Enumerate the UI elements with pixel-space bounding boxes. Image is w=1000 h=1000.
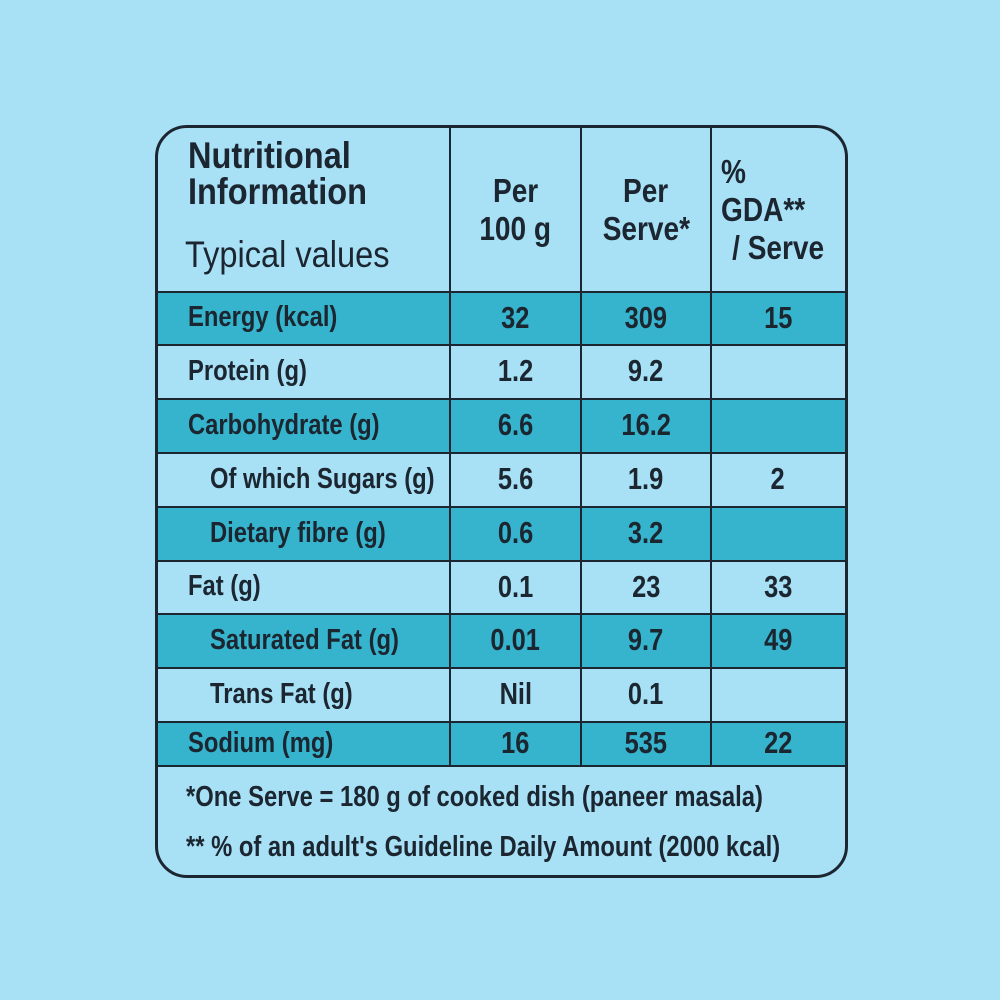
cell-value: 9.7 [581,613,711,667]
cell-text: Nil [499,676,532,711]
cell-text: 6.6 [497,407,534,442]
cell-text: 9.7 [628,622,664,657]
cell-text: 16.2 [621,407,671,442]
cell-value: 3.2 [581,506,711,560]
cell-text: 309 [624,299,668,335]
table-row [158,291,845,344]
table-row [158,344,845,398]
cell-text: 23 [631,568,661,604]
table-row [158,613,845,667]
cell-text: 9.2 [628,353,664,388]
cell-value: 23 [581,560,711,613]
column-divider [580,128,582,765]
cell-value: 6.6 [450,398,581,452]
cell-value: 15 [711,291,845,344]
column-header: % GDA** / Serve [711,128,845,291]
title-line: Information [188,171,368,212]
cell-value: 32 [450,291,581,344]
cell-value: 16 [450,721,581,765]
column-divider [449,128,451,765]
cell-text: 1.9 [628,461,664,496]
cell-text: 0.6 [497,515,534,550]
footnote: *One Serve = 180 g of cooked dish (panee… [186,781,763,813]
cell-value: 0.01 [450,613,581,667]
cell-value: 49 [711,613,845,667]
column-header-line: / Serve [731,228,825,266]
cell-text: Carbohydrate (g) [188,408,380,441]
row-label: Sodium (mg) [158,721,450,765]
nutrition-panel: Nutritional Information Typical values *… [155,125,848,878]
column-header-line: 100 g [479,209,552,247]
cell-text: 0.1 [497,568,534,604]
cell-text: 5.6 [497,461,534,496]
cell-text: 535 [624,725,668,760]
row-label: Protein (g) [158,344,450,398]
cell-value: 5.6 [450,452,581,506]
cell-text: 33 [763,568,793,604]
table-title: Nutritional Information [188,135,391,212]
cell-text: Dietary fibre (g) [210,516,386,549]
cell-value: 2 [711,452,845,506]
cell-text: 22 [763,725,793,760]
cell-text: Saturated Fat (g) [210,623,399,656]
cell-text: Trans Fat (g) [210,677,353,710]
cell-text: Energy (kcal) [188,301,338,333]
cell-text: 0.1 [628,676,664,711]
row-label: Dietary fibre (g) [158,506,450,560]
cell-text: 3.2 [628,515,664,550]
column-header-line: Serve* [602,209,690,247]
cell-value: 16.2 [581,398,711,452]
title-line: Nutritional [188,135,351,176]
cell-text: 15 [763,299,793,335]
table-row [158,452,845,506]
column-header-line: Per [623,171,669,209]
cell-text: 2 [770,461,786,496]
table-row [158,398,845,452]
cell-text: Fat (g) [188,570,261,602]
table-row [158,721,845,765]
subtitle: Typical values [185,234,390,275]
cell-text: 32 [501,299,530,335]
row-label: Carbohydrate (g) [158,398,450,452]
cell-text: 49 [763,622,793,657]
cell-value: 0.1 [450,560,581,613]
column-header-line: Per [492,171,539,209]
cell-value: 1.9 [581,452,711,506]
row-label: Of which Sugars (g) [158,452,450,506]
row-label: Energy (kcal) [158,291,450,344]
column-header: Per Serve* [581,128,711,291]
cell-value: 309 [581,291,711,344]
cell-value: 0.6 [450,506,581,560]
cell-text: Protein (g) [188,354,307,387]
row-label: Trans Fat (g) [158,667,450,721]
table-row [158,506,845,560]
cell-value: 33 [711,560,845,613]
footnote: ** % of an adult's Guideline Daily Amoun… [186,831,781,863]
cell-value: Nil [450,667,581,721]
column-header-line: % GDA** [721,152,806,228]
table-row [158,560,845,613]
row-label: Fat (g) [158,560,450,613]
cell-text: Sodium (mg) [188,726,334,759]
cell-text: 16 [501,725,530,760]
cell-text: 1.2 [497,353,534,388]
cell-value: 535 [581,721,711,765]
cell-text: 0.01 [490,622,541,657]
column-header: Per 100 g [450,128,581,291]
row-label: Saturated Fat (g) [158,613,450,667]
cell-text: Of which Sugars (g) [210,462,435,495]
footnotes: *One Serve = 180 g of cooked dish (panee… [158,765,845,875]
column-divider [710,128,712,765]
table-row [158,667,845,721]
cell-value: 9.2 [581,344,711,398]
cell-value: 22 [711,721,845,765]
cell-value: 0.1 [581,667,711,721]
cell-value: 1.2 [450,344,581,398]
